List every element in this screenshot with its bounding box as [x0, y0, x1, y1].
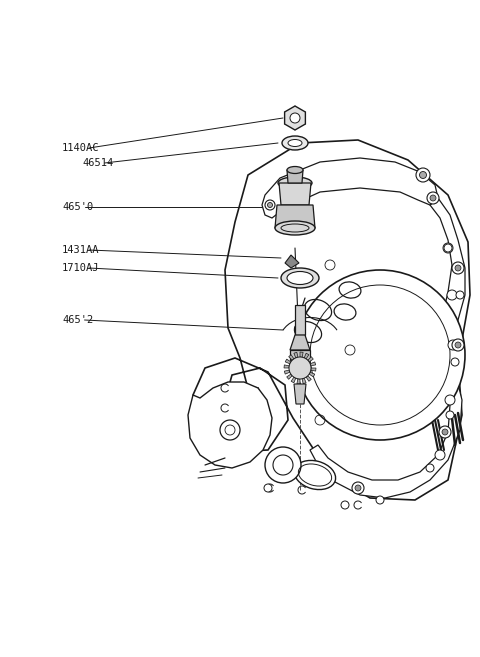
Polygon shape — [309, 373, 315, 377]
Ellipse shape — [282, 136, 308, 150]
Circle shape — [456, 291, 464, 299]
Circle shape — [445, 395, 455, 405]
Circle shape — [427, 192, 439, 204]
Circle shape — [341, 501, 349, 509]
Circle shape — [435, 450, 445, 460]
Circle shape — [267, 202, 273, 208]
Polygon shape — [291, 377, 296, 383]
Polygon shape — [284, 365, 289, 368]
Ellipse shape — [288, 139, 302, 147]
Circle shape — [443, 243, 453, 253]
Circle shape — [265, 200, 275, 210]
Circle shape — [455, 265, 461, 271]
Circle shape — [376, 496, 384, 504]
Ellipse shape — [287, 166, 303, 173]
Polygon shape — [275, 205, 315, 228]
Polygon shape — [311, 368, 316, 371]
Circle shape — [265, 447, 301, 483]
Polygon shape — [279, 183, 311, 205]
Polygon shape — [297, 379, 300, 384]
Text: 465'2: 465'2 — [62, 315, 93, 325]
Circle shape — [448, 340, 458, 350]
Ellipse shape — [294, 461, 336, 489]
Circle shape — [439, 426, 451, 438]
Circle shape — [426, 464, 434, 472]
Polygon shape — [288, 355, 294, 360]
Polygon shape — [310, 198, 465, 498]
Circle shape — [295, 270, 465, 440]
Circle shape — [416, 168, 430, 182]
Ellipse shape — [278, 177, 312, 189]
Polygon shape — [284, 370, 290, 374]
Circle shape — [455, 342, 461, 348]
Polygon shape — [302, 378, 306, 384]
Circle shape — [290, 113, 300, 123]
Polygon shape — [188, 382, 272, 468]
Circle shape — [451, 358, 459, 366]
Circle shape — [444, 244, 452, 252]
Polygon shape — [285, 106, 305, 130]
Polygon shape — [287, 170, 303, 183]
Circle shape — [420, 171, 427, 179]
Circle shape — [446, 411, 454, 419]
Circle shape — [355, 485, 361, 491]
Circle shape — [442, 429, 448, 435]
Circle shape — [452, 339, 464, 351]
Polygon shape — [304, 353, 309, 359]
Text: 465'0: 465'0 — [62, 202, 93, 212]
Circle shape — [289, 357, 311, 379]
Text: 1710AJ: 1710AJ — [62, 263, 99, 273]
Polygon shape — [300, 352, 303, 357]
Circle shape — [452, 262, 464, 274]
Text: 1140AC: 1140AC — [62, 143, 99, 153]
Polygon shape — [290, 335, 310, 350]
Circle shape — [430, 195, 436, 201]
Text: 46514: 46514 — [82, 158, 113, 168]
Circle shape — [264, 484, 272, 492]
Ellipse shape — [281, 268, 319, 288]
Ellipse shape — [287, 271, 313, 284]
Polygon shape — [285, 359, 291, 364]
Circle shape — [220, 420, 240, 440]
Polygon shape — [306, 376, 312, 381]
Circle shape — [352, 482, 364, 494]
Polygon shape — [310, 362, 316, 366]
Polygon shape — [285, 255, 299, 268]
Circle shape — [447, 290, 457, 300]
Polygon shape — [294, 352, 298, 358]
Polygon shape — [308, 357, 313, 362]
Polygon shape — [193, 140, 470, 500]
Polygon shape — [294, 384, 306, 404]
Polygon shape — [262, 158, 438, 218]
Polygon shape — [290, 350, 310, 360]
Text: 1431AA: 1431AA — [62, 245, 99, 255]
Polygon shape — [287, 374, 292, 379]
Ellipse shape — [275, 221, 315, 235]
Polygon shape — [295, 305, 305, 335]
